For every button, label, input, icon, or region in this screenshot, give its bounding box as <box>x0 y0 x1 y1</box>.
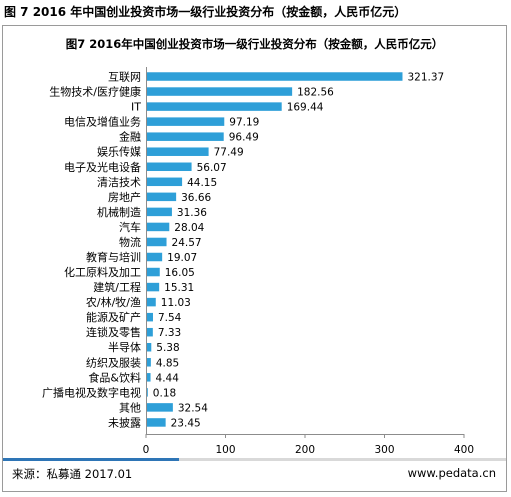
category-label: 汽车 <box>119 220 141 234</box>
value-label: 24.57 <box>172 237 202 249</box>
x-tick-label: 0 <box>143 444 150 456</box>
value-label: 28.04 <box>174 222 204 234</box>
category-label: 教育与培训 <box>86 250 141 264</box>
category-label: 生物技术/医疗健康 <box>49 85 141 99</box>
chart-panel: 图7 2016年中国创业投资市场一级行业投资分布（按金额，人民币亿元） 互联网 3… <box>2 25 507 492</box>
category-label: 广播电视及数字电视 <box>42 385 141 399</box>
value-label: 7.33 <box>158 327 181 339</box>
category-label: 其他 <box>119 401 141 414</box>
x-tick-label: 100 <box>215 444 235 456</box>
category-label: 能源及矿产 <box>86 310 141 324</box>
value-label: 4.85 <box>156 357 179 369</box>
bar-chart: 互联网 321.37 生物技术/医疗健康 182.56 IT 169.44 电信及增值业务 9… <box>42 67 474 456</box>
category-label: 房地产 <box>108 190 141 204</box>
value-label: 0.18 <box>153 387 176 399</box>
chart-title: 图7 2016年中国创业投资市场一级行业投资分布（按金额，人民币亿元） <box>65 37 444 51</box>
bar-10 <box>147 207 172 217</box>
bar-15 <box>147 282 160 292</box>
bar-17 <box>147 312 153 322</box>
bar-13 <box>147 252 163 262</box>
bar-16 <box>147 297 156 307</box>
category-label: 化工原料及加工 <box>64 265 141 279</box>
category-label: 电信及增值业务 <box>64 115 141 129</box>
category-label: 连锁及零售 <box>86 325 141 339</box>
bar-3 <box>147 102 282 111</box>
value-label: 31.36 <box>177 207 207 219</box>
bar-24 <box>147 418 166 427</box>
footer-divider <box>3 458 506 461</box>
value-label: 32.54 <box>178 402 208 414</box>
bar-1 <box>147 72 403 81</box>
category-label: 未披露 <box>108 415 141 429</box>
value-label: 44.15 <box>187 177 217 189</box>
value-label: 321.37 <box>407 72 444 84</box>
category-label: 电子及光电设备 <box>64 160 141 174</box>
bar-12 <box>147 237 167 247</box>
bar-14 <box>147 267 160 277</box>
footer-accent-bar <box>3 458 179 461</box>
category-label: 农/林/牧/渔 <box>86 295 141 309</box>
category-label: 娱乐传媒 <box>97 145 141 159</box>
value-label: 169.44 <box>287 102 324 114</box>
bar-23 <box>147 403 173 412</box>
website-link[interactable]: www.pedata.cn <box>407 466 496 480</box>
value-label: 96.49 <box>229 132 259 144</box>
value-label: 16.05 <box>165 267 195 279</box>
bar-8 <box>147 177 183 187</box>
bar-7 <box>147 162 192 172</box>
category-label: 物流 <box>119 235 141 249</box>
value-label: 15.31 <box>164 282 194 294</box>
x-tick-label: 400 <box>454 444 474 456</box>
bar-5 <box>147 132 224 141</box>
value-label: 97.19 <box>229 117 259 129</box>
category-label: IT <box>131 101 141 114</box>
category-label: 机械制造 <box>97 205 141 219</box>
bar-18 <box>147 327 153 337</box>
x-tick-label: 300 <box>374 444 394 456</box>
bar-20 <box>147 358 151 367</box>
bar-19 <box>147 342 152 352</box>
value-label: 7.54 <box>158 312 182 324</box>
value-label: 19.07 <box>167 252 197 264</box>
source-note: 来源：私募通 2017.01 <box>12 467 133 481</box>
bar-11 <box>147 222 170 232</box>
bar-4 <box>147 117 225 126</box>
value-label: 182.56 <box>297 87 334 99</box>
bar-22 <box>147 388 148 397</box>
value-label: 11.03 <box>161 297 191 309</box>
category-label: 互联网 <box>108 71 141 84</box>
category-label: 纺织及服装 <box>86 355 141 369</box>
value-label: 4.44 <box>156 372 180 384</box>
category-label: 建筑/工程 <box>93 280 141 294</box>
value-label: 5.38 <box>156 342 179 354</box>
category-label: 食品&饮料 <box>88 370 141 384</box>
x-tick-label: 200 <box>295 444 315 456</box>
category-label: 清洁技术 <box>97 176 141 189</box>
bar-9 <box>147 192 177 202</box>
bar-2 <box>147 87 293 96</box>
figure-caption: 图 7 2016 年中国创业投资市场一级行业投资分布（按金额，人民币亿元） <box>4 5 407 19</box>
category-label: 半导体 <box>108 340 141 354</box>
category-label: 金融 <box>119 130 141 144</box>
bar-21 <box>147 373 151 382</box>
bar-6 <box>147 147 209 156</box>
value-label: 77.49 <box>214 147 244 159</box>
value-label: 36.66 <box>181 192 211 204</box>
value-label: 56.07 <box>197 162 227 174</box>
value-label: 23.45 <box>171 417 201 429</box>
